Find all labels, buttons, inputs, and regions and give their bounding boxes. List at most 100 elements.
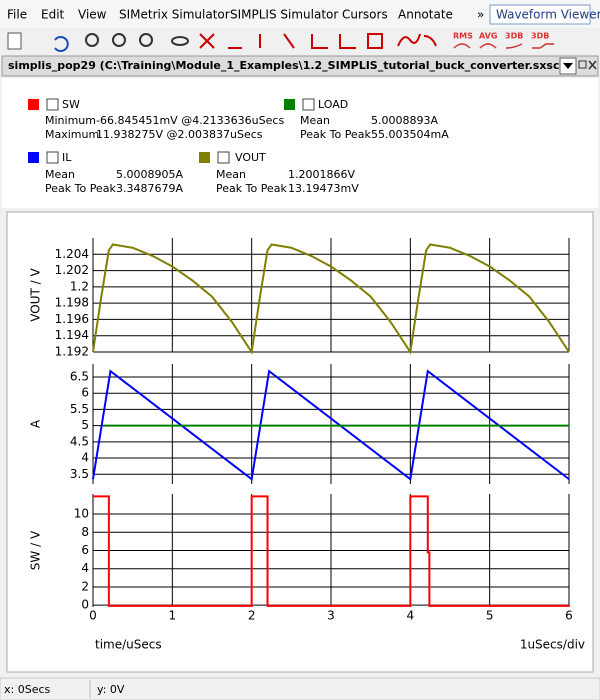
toolbar-icons bbox=[7, 32, 554, 52]
toolbar-label: 3DB bbox=[531, 32, 549, 41]
stat-value: 5.0008893A bbox=[371, 114, 438, 127]
toolbar-label: AVG bbox=[479, 32, 497, 41]
view-icon[interactable] bbox=[171, 36, 189, 46]
window-title: simplis_pop29 (C:\Training\Module_1_Exam… bbox=[8, 59, 572, 72]
view-selector[interactable] bbox=[489, 4, 591, 25]
menu-item[interactable]: SIMetrix Simulator bbox=[119, 8, 230, 22]
stat-label: Peak To Peak bbox=[300, 128, 371, 141]
series-line bbox=[93, 495, 569, 607]
status-y: y: 0V bbox=[97, 683, 125, 696]
legend-swatch bbox=[28, 152, 39, 163]
stat-label: Peak To Peak bbox=[216, 182, 287, 195]
menu-item[interactable]: Cursors bbox=[342, 8, 388, 22]
menu-item[interactable]: SIMPLIS Simulator bbox=[230, 8, 338, 22]
tool-icon[interactable] bbox=[397, 33, 437, 47]
stat-label: Maximum bbox=[45, 128, 99, 141]
menu-item[interactable]: File bbox=[7, 8, 27, 22]
legend-checkbox[interactable] bbox=[217, 151, 230, 164]
x-tick-label: 1 bbox=[169, 609, 177, 623]
x-scale-note: 1uSecs/div bbox=[520, 638, 585, 652]
y-tick-label: 6 bbox=[81, 543, 89, 557]
x-tick-label: 3 bbox=[327, 609, 335, 623]
x-axis-label: time/uSecs bbox=[95, 638, 162, 652]
stat-label: Minimum bbox=[45, 114, 96, 127]
dropdown-glyph bbox=[563, 63, 573, 69]
x-tick-label: 6 bbox=[565, 609, 573, 623]
y-tick-label: 1.202 bbox=[55, 263, 89, 277]
window-title-bar bbox=[1, 55, 599, 77]
y-tick-label: 1.196 bbox=[55, 312, 89, 326]
menu-item[interactable]: View bbox=[78, 8, 107, 22]
y-tick-label: 1.198 bbox=[55, 296, 89, 310]
view-selector-label: Waveform Viewer bbox=[496, 8, 600, 22]
stat-label: Peak To Peak bbox=[45, 182, 116, 195]
legend-checkbox[interactable] bbox=[302, 98, 315, 111]
stat-value: 55.003504mA bbox=[371, 128, 449, 141]
y-tick-label: 3.5 bbox=[70, 467, 89, 481]
legend-checkbox[interactable] bbox=[46, 98, 59, 111]
y-tick-label: 1.194 bbox=[55, 328, 89, 342]
y-tick-label: 1.192 bbox=[55, 345, 89, 359]
stat-value: 1.2001866V bbox=[288, 168, 355, 181]
undo-icon[interactable] bbox=[54, 36, 69, 52]
menu-item[interactable]: Edit bbox=[41, 8, 65, 22]
series-line bbox=[92, 369, 570, 481]
y-tick-label: 1.2 bbox=[70, 279, 89, 293]
y-tick-label: 6 bbox=[81, 386, 89, 400]
x-tick-label: 0 bbox=[89, 609, 97, 623]
y-tick-label: 4.5 bbox=[70, 434, 89, 448]
legend-panel bbox=[2, 78, 598, 208]
y-tick-label: 5.5 bbox=[70, 402, 89, 416]
stat-value: 11.938275V @2.003837uSecs bbox=[96, 128, 263, 141]
menu-item[interactable]: Annotate bbox=[398, 8, 453, 22]
toolbar-label: 3DB bbox=[505, 32, 523, 41]
zoom-icon[interactable] bbox=[112, 33, 126, 47]
tool-icon[interactable] bbox=[228, 33, 383, 49]
stat-value: 3.3487679A bbox=[116, 182, 183, 195]
legend-swatch bbox=[199, 152, 210, 163]
legend-swatch bbox=[28, 99, 39, 110]
stat-label: Mean bbox=[216, 168, 246, 181]
x-tick-label: 5 bbox=[486, 609, 494, 623]
legend-name: SW bbox=[62, 98, 80, 111]
x-tick-label: 4 bbox=[407, 609, 415, 623]
measure-icon[interactable] bbox=[453, 43, 554, 49]
zoom-icon[interactable] bbox=[139, 33, 153, 47]
y-tick-label: 5 bbox=[81, 418, 89, 432]
stat-value: 5.0008905A bbox=[116, 168, 183, 181]
y-tick-label: 4 bbox=[81, 451, 89, 465]
legend-name: VOUT bbox=[235, 151, 266, 164]
y-tick-label: 0 bbox=[81, 598, 89, 612]
zoom-icon[interactable] bbox=[85, 33, 99, 47]
series-line bbox=[92, 243, 570, 355]
x-tick-label: 2 bbox=[248, 609, 256, 623]
menu-more[interactable]: » bbox=[477, 8, 484, 22]
y-tick-label: 2 bbox=[81, 579, 89, 593]
stat-value: 13.19473mV bbox=[288, 182, 359, 195]
legend-name: LOAD bbox=[318, 98, 348, 111]
y-axis-label: SW / V bbox=[29, 530, 43, 570]
new-icon[interactable] bbox=[7, 32, 22, 50]
y-tick-label: 6.5 bbox=[70, 369, 89, 383]
stat-label: Mean bbox=[300, 114, 330, 127]
delete-icon[interactable] bbox=[199, 33, 215, 49]
y-axis-label: VOUT / V bbox=[29, 267, 43, 321]
restore-button[interactable] bbox=[578, 60, 587, 69]
status-x: x: 0Secs bbox=[4, 683, 51, 696]
y-tick-label: 4 bbox=[81, 561, 89, 575]
toolbar bbox=[0, 28, 600, 55]
legend-name: IL bbox=[62, 151, 72, 164]
y-tick-label: 8 bbox=[81, 525, 89, 539]
stat-label: Mean bbox=[45, 168, 75, 181]
legend-checkbox[interactable] bbox=[46, 151, 59, 164]
close-button[interactable] bbox=[588, 60, 597, 70]
legend-swatch bbox=[284, 99, 295, 110]
toolbar-label: RMS bbox=[453, 32, 473, 41]
status-bar bbox=[0, 677, 600, 700]
y-tick-label: 10 bbox=[74, 507, 89, 521]
y-axis-label: A bbox=[29, 419, 43, 428]
stat-value: -66.845451mV @4.2133636uSecs bbox=[96, 114, 284, 127]
y-tick-label: 1.204 bbox=[55, 247, 89, 261]
